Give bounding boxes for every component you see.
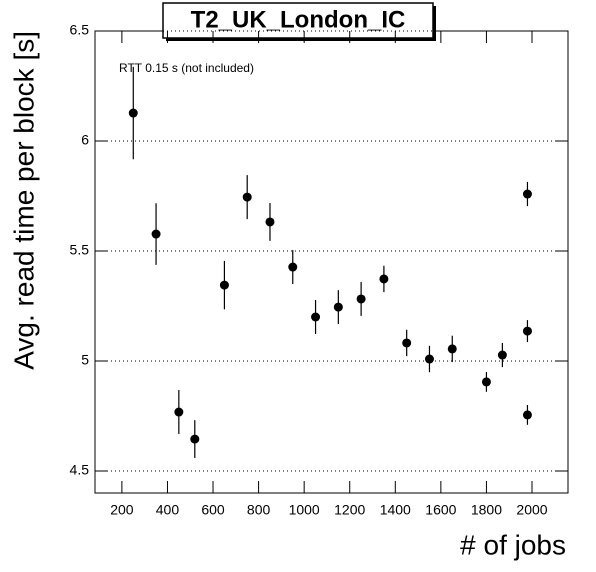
data-point [402, 338, 412, 348]
x-tick-label: 1000 [289, 502, 320, 518]
x-tick-label: 1800 [471, 502, 502, 518]
data-point [447, 344, 457, 354]
data-point [242, 192, 252, 202]
data-point [522, 189, 532, 199]
data-point [379, 274, 389, 284]
x-tick-label: 200 [110, 502, 134, 518]
data-point [265, 217, 275, 227]
data-point [311, 312, 321, 322]
y-tick-label: 5.5 [70, 242, 90, 258]
x-tick-label: 2000 [516, 502, 547, 518]
y-tick-label: 6 [81, 132, 89, 148]
data-point [190, 434, 200, 444]
data-point [151, 229, 161, 239]
y-tick-label: 6.5 [70, 22, 90, 38]
data-point [288, 262, 298, 272]
data-point [424, 354, 434, 364]
data-point [481, 377, 491, 387]
data-point [497, 350, 507, 360]
x-tick-label: 1600 [425, 502, 456, 518]
x-tick-label: 800 [247, 502, 271, 518]
data-point [128, 108, 138, 118]
y-tick-label: 4.5 [70, 462, 90, 478]
y-tick-label: 5 [81, 352, 89, 368]
annotation: RTT 0.15 s (not included) [119, 61, 254, 75]
y-axis-label: Avg. read time per block [s] [8, 31, 39, 370]
data-point [219, 280, 229, 290]
x-tick-label: 400 [156, 502, 180, 518]
x-tick-label: 600 [201, 502, 225, 518]
x-tick-label: 1200 [334, 502, 365, 518]
data-point [333, 302, 343, 312]
data-point [522, 326, 532, 336]
x-tick-label: 1400 [380, 502, 411, 518]
data-point [356, 294, 366, 304]
x-axis-label: # of jobs [460, 529, 566, 560]
chart-title: T2_UK_London_IC [191, 6, 406, 33]
data-point [522, 410, 532, 420]
title-box [162, 2, 434, 39]
data-point [174, 407, 184, 417]
